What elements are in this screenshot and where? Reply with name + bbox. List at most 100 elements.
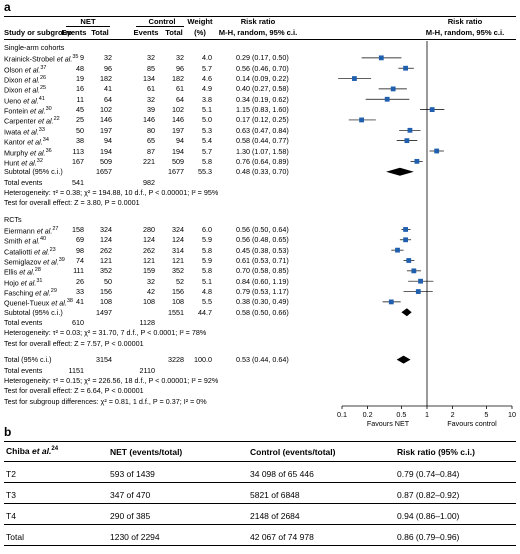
- control-events: 87: [147, 146, 155, 156]
- subtotal-control-total: 1677: [168, 167, 184, 177]
- net-total: 50: [104, 276, 112, 286]
- net-events: 167: [72, 156, 84, 166]
- control-total: 182: [172, 74, 184, 84]
- study-point: [388, 299, 394, 305]
- subtotal-ci: 0.58 (0.50, 0.66): [236, 307, 289, 317]
- weight-value: 5.3: [202, 125, 212, 135]
- net-total: 94: [104, 136, 112, 146]
- net-total: 156: [100, 287, 112, 297]
- net-total: 509: [100, 156, 112, 166]
- x-tick-label: 2: [450, 410, 455, 419]
- weight-value: 5.0: [202, 115, 212, 125]
- net-total: 262: [100, 245, 112, 255]
- control-events: 42: [147, 287, 155, 297]
- control-events: 280: [143, 224, 155, 234]
- net-total: 102: [100, 105, 112, 115]
- header-top-rule: [4, 16, 516, 17]
- table-cell-rr: 0.94 (0.86–1.00): [397, 511, 460, 521]
- weight-value: 5.1: [202, 276, 212, 286]
- risk-ratio-ci: 0.38 (0.30, 0.49): [236, 297, 289, 307]
- group-title: RCTs: [4, 214, 22, 224]
- x-tick-label: 0.2: [362, 410, 373, 419]
- net-total: 96: [104, 63, 112, 73]
- subtotal-net-total: 1657: [96, 167, 112, 177]
- subtotal-diamond: [386, 167, 414, 176]
- net-events: 11: [76, 94, 84, 104]
- total-events-control: 1128: [139, 318, 155, 328]
- weight-value: 6.0: [202, 224, 212, 234]
- table-row-rule: [4, 482, 516, 483]
- table-cell-net: 347 of 470: [110, 490, 151, 500]
- header-net-total: Total: [91, 28, 109, 37]
- net-events: 9: [80, 53, 84, 63]
- subgroup-test: Test for subgroup differences: χ² = 0.81…: [4, 396, 207, 406]
- subtotal-diamond: [401, 308, 412, 317]
- study-name: Carpenter et al.22: [4, 116, 60, 126]
- control-total: 52: [176, 276, 184, 286]
- control-events: 221: [143, 156, 155, 166]
- header-rr-right: Risk ratio: [447, 17, 483, 26]
- control-total: 32: [176, 53, 184, 63]
- study-name: Murphy et al.36: [4, 147, 52, 157]
- study-name: Hunt et al.32: [4, 157, 43, 168]
- net-events: 50: [76, 125, 84, 135]
- x-tick-label: 1: [425, 410, 429, 419]
- table-header-rule: [4, 461, 516, 462]
- risk-ratio-ci: 0.17 (0.12, 0.25): [236, 115, 289, 125]
- study-name: Iwata et al.33: [4, 126, 45, 137]
- study-name: Dixon et al.25: [4, 85, 47, 95]
- x-tick-label: 10: [508, 410, 516, 419]
- table-cell-label: Total: [6, 532, 24, 542]
- subtotal-net-total: 1497: [96, 307, 112, 317]
- study-name: Dixon et al.26: [4, 75, 47, 85]
- control-events: 61: [147, 84, 155, 94]
- control-events: 108: [143, 297, 155, 307]
- overall-total-events-control: 2110: [139, 365, 155, 375]
- overall-total-events-label: Total events: [4, 365, 43, 375]
- heterogeneity-text: Heterogeneity: τ² = 0.03; χ² = 31.70, 7 …: [4, 328, 207, 338]
- study-point: [395, 247, 400, 253]
- header-weight-unit: (%): [194, 28, 206, 37]
- study-point: [404, 138, 410, 144]
- table-top-rule: [4, 441, 516, 442]
- risk-ratio-ci: 1.30 (1.07, 1.58): [236, 146, 289, 156]
- total-label: Total (95% c.i.): [4, 355, 52, 365]
- net-events: 74: [76, 256, 84, 265]
- table-header-rr: Risk ratio (95% c.i.): [397, 447, 475, 457]
- header-control: Control: [148, 17, 176, 26]
- study-point: [384, 96, 390, 102]
- control-events: 121: [143, 256, 155, 265]
- header-study: Study or subgroup: [4, 28, 72, 37]
- risk-ratio-ci: 0.61 (0.53, 0.71): [236, 256, 289, 265]
- risk-ratio-ci: 0.56 (0.50, 0.64): [236, 224, 289, 234]
- risk-ratio-ci: 0.34 (0.19, 0.62): [236, 94, 289, 104]
- risk-ratio-ci: 0.29 (0.17, 0.50): [236, 53, 289, 63]
- table-row-rule: [4, 524, 516, 525]
- favours-net-label: Favours NET: [366, 419, 410, 428]
- control-total: 509: [172, 156, 184, 166]
- risk-ratio-ci: 0.58 (0.44, 0.77): [236, 136, 289, 146]
- total-events-control: 982: [143, 177, 155, 187]
- weight-value: 5.8: [202, 245, 212, 255]
- risk-ratio-ci: 0.79 (0.53, 1.17): [236, 287, 289, 297]
- subtotal-weight: 44.7: [198, 307, 212, 317]
- weight-value: 5.1: [202, 105, 212, 115]
- table-cell-rr: 0.86 (0.79–0.96): [397, 532, 460, 542]
- subtotal-control-total: 1551: [168, 307, 184, 317]
- weight-value: 5.5: [202, 297, 212, 307]
- control-events: 134: [143, 74, 155, 84]
- header-rr-right-sub: M-H, random, 95% c.i.: [425, 28, 505, 37]
- control-events: 159: [143, 266, 155, 276]
- study-point: [434, 148, 440, 154]
- control-events: 85: [147, 63, 155, 73]
- control-total: 102: [172, 105, 184, 115]
- risk-ratio-ci: 0.40 (0.27, 0.58): [236, 84, 289, 94]
- x-tick-label: 0.5: [396, 410, 407, 419]
- control-total: 197: [172, 125, 184, 135]
- control-total: 314: [172, 245, 184, 255]
- table-cell-control: 5821 of 6848: [250, 490, 300, 500]
- net-events: 19: [76, 74, 84, 84]
- net-total: 32: [104, 53, 112, 63]
- study-name: Fasching et al.29: [4, 288, 57, 298]
- net-events: 113: [72, 146, 84, 156]
